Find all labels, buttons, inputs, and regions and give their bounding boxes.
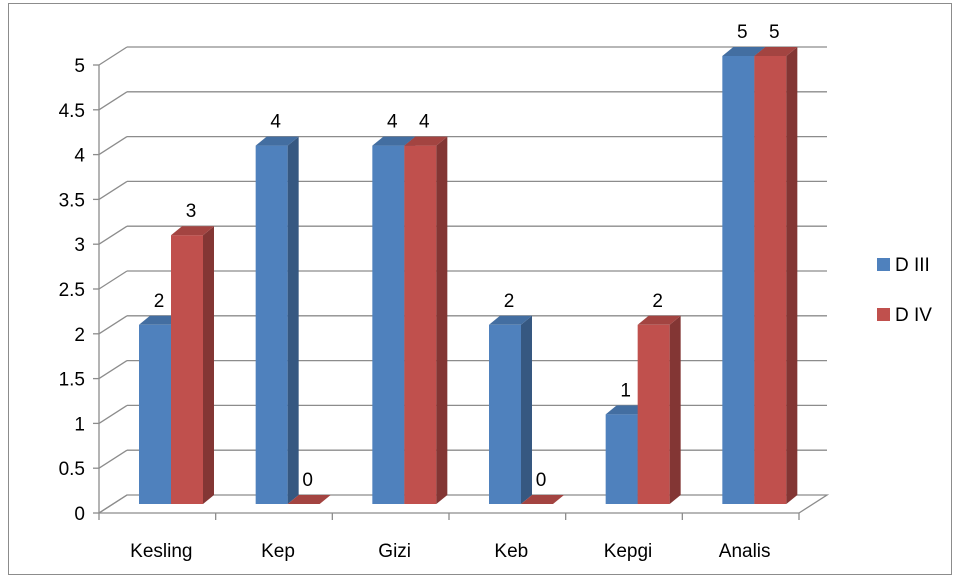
gridline-side (98, 225, 128, 245)
bar (637, 315, 681, 504)
data-label: 0 (536, 470, 547, 491)
axes (93, 64, 800, 520)
gridline-side (98, 315, 128, 335)
bar-top (637, 315, 681, 325)
data-label: 0 (302, 470, 313, 491)
bar-top (722, 47, 766, 56)
data-label: 4 (419, 112, 430, 133)
data-label: 5 (737, 22, 748, 43)
bar (404, 136, 448, 504)
data-label: 4 (387, 112, 398, 133)
bar-top (171, 226, 214, 236)
y-tick-label: 1.5 (59, 370, 85, 391)
bar-side (786, 47, 798, 504)
data-label: 5 (769, 22, 780, 43)
gridline-side (98, 449, 128, 469)
bar-front (171, 235, 203, 504)
gridline-side (98, 270, 128, 290)
y-tick-label: 5 (74, 56, 85, 77)
bar-top (489, 315, 532, 325)
y-tick-label: 3.5 (59, 190, 85, 211)
data-label: 2 (154, 291, 165, 312)
x-tick-labels: Kesling Kep Gizi Keb Kepgi Analis (130, 541, 770, 562)
bar-top (521, 495, 564, 504)
bar-top (372, 136, 416, 146)
legend-label: D III (895, 255, 930, 276)
bar-side (669, 315, 681, 504)
gridline-side (98, 180, 128, 200)
bar (287, 495, 331, 504)
bar-front (255, 145, 288, 504)
bar-front (372, 145, 405, 504)
gridline-side (98, 46, 128, 66)
data-label: 4 (270, 112, 281, 133)
data-label: 3 (186, 201, 197, 222)
bar-top (255, 136, 299, 146)
y-tick-label: 0.5 (59, 459, 85, 480)
y-tick-label: 3 (74, 235, 85, 256)
bar (171, 226, 214, 504)
bar-front (404, 145, 437, 504)
legend-swatch (877, 308, 890, 321)
bar-top (287, 495, 331, 504)
gridline-side (98, 360, 128, 380)
bar-side (287, 136, 299, 504)
legend-swatch (877, 258, 890, 271)
bar-front (489, 324, 521, 504)
bar-side (203, 226, 214, 504)
bar (255, 136, 299, 504)
x-tick-label: Keb (494, 541, 528, 562)
x-tick-label: Analis (719, 541, 771, 562)
bar-side (436, 136, 448, 504)
data-label: 1 (620, 380, 631, 401)
legend-label: D IV (895, 305, 932, 326)
x-tick-label: Kesling (130, 541, 192, 562)
bar (754, 47, 798, 504)
gridline-side (98, 404, 128, 424)
gridline-side (98, 91, 128, 111)
bar-front (637, 324, 670, 504)
data-label: 2 (652, 291, 663, 312)
x-tick-label: Kepgi (604, 541, 653, 562)
bar-front (605, 414, 638, 504)
x-tick-label: Kep (261, 541, 295, 562)
bar (521, 495, 564, 504)
y-tick-label: 2 (74, 325, 85, 346)
gridline-side (98, 136, 128, 156)
bar-side (521, 315, 532, 504)
y-tick-label: 4 (74, 146, 85, 167)
bar-top (404, 136, 448, 146)
y-tick-label: 0 (74, 504, 85, 525)
bar-front (754, 56, 787, 504)
x-tick-label: Gizi (378, 541, 411, 562)
bars (139, 47, 798, 504)
bar-top (754, 47, 798, 56)
gridlines (98, 46, 827, 514)
legend: D III D IV (877, 255, 932, 326)
bar (489, 315, 532, 504)
y-tick-label: 1 (74, 414, 85, 435)
y-tick-label: 4.5 (59, 101, 85, 122)
bar-front (722, 56, 755, 504)
y-tick-labels: 0 0.5 1 1.5 2 2.5 3 3.5 4 4.5 5 (59, 56, 86, 525)
bar-front (139, 324, 171, 504)
gridline-side (98, 494, 128, 514)
y-tick-label: 2.5 (59, 280, 85, 301)
data-label: 2 (504, 291, 515, 312)
